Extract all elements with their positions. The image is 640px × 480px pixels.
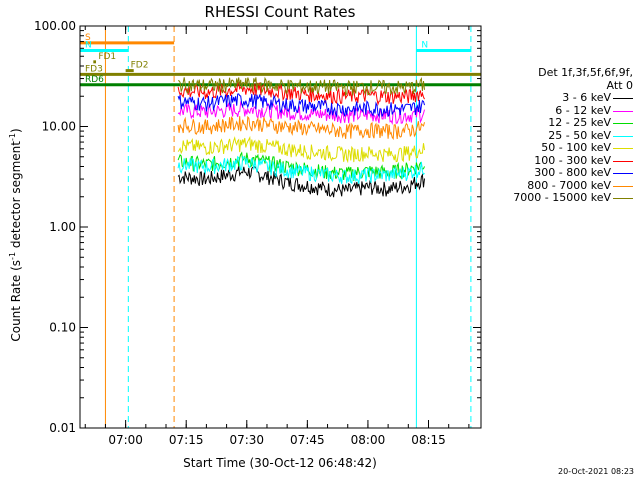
legend-rows: 3 - 6 keV 6 - 12 keV 12 - 25 keV 25 - 50 ke… bbox=[483, 91, 635, 205]
legend-item: 50 - 100 keV bbox=[483, 141, 635, 155]
legend-swatch bbox=[613, 185, 633, 187]
annotation-label: N bbox=[421, 41, 428, 51]
legend-swatch bbox=[613, 148, 633, 149]
y-tick-label: 1.00 bbox=[49, 220, 76, 234]
legend-item-label: 100 - 300 keV bbox=[534, 153, 611, 167]
chart-title: RHESSI Count Rates bbox=[205, 3, 356, 21]
legend-item: 25 - 50 keV bbox=[483, 128, 635, 143]
annotation-label: FD1 bbox=[98, 52, 116, 62]
y-tick-label: 0.10 bbox=[49, 321, 76, 335]
legend-swatch bbox=[613, 160, 633, 162]
y-tick-label: 0.01 bbox=[49, 421, 76, 435]
x-tick-label: 07:00 bbox=[108, 433, 143, 447]
legend-swatch bbox=[613, 123, 633, 124]
legend-item-label: 50 - 100 keV bbox=[541, 141, 611, 154]
series-line bbox=[177, 165, 425, 198]
y-tick-label: 10.00 bbox=[42, 120, 76, 134]
legend-item-label: 6 - 12 keV bbox=[555, 103, 611, 117]
axes: 0.01 0.10 1.00 10.00 100.00 07:00 07:15 07:30 07… bbox=[34, 19, 481, 447]
y-axis-label-part: Count Rate (s bbox=[9, 260, 23, 342]
y-axis-label-part: detector segment bbox=[9, 141, 23, 252]
annotation-label: FD3 bbox=[85, 64, 103, 74]
legend: Det 1f,3f,5f,6f,9f, Att 0 3 - 6 keV 6 - 1… bbox=[483, 66, 635, 205]
series-line bbox=[178, 76, 425, 97]
legend-item: 7000 - 15000 keV bbox=[483, 191, 635, 205]
legend-item-label: 3 - 6 keV bbox=[562, 91, 611, 104]
legend-item: 3 - 6 keV bbox=[483, 91, 635, 105]
legend-swatch bbox=[613, 135, 633, 137]
x-tick-label: 07:45 bbox=[290, 433, 325, 447]
y-axis-label: Count Rate (s-1 detector segment-1) bbox=[8, 128, 23, 341]
x-axis-label: Start Time (30-Oct-12 06:48:42) bbox=[183, 456, 377, 470]
legend-header-line: Att 0 bbox=[606, 79, 633, 92]
series-line bbox=[177, 115, 425, 141]
legend-item: 300 - 800 keV bbox=[483, 166, 635, 180]
legend-item-label: 25 - 50 keV bbox=[548, 128, 611, 142]
annotation-label: S bbox=[85, 33, 91, 43]
y-tick-label: 100.00 bbox=[34, 19, 76, 33]
legend-swatch bbox=[613, 98, 633, 99]
footer-timestamp: 20-Oct-2021 08:23 bbox=[558, 467, 634, 476]
legend-swatch bbox=[613, 110, 633, 112]
legend-item-label: 12 - 25 keV bbox=[548, 116, 611, 129]
y-axis-label-part: ) bbox=[9, 128, 23, 133]
series-line bbox=[177, 93, 425, 119]
series-line bbox=[177, 100, 425, 126]
legend-item: 6 - 12 keV bbox=[483, 103, 635, 118]
x-tick-label: 08:15 bbox=[411, 433, 446, 447]
legend-item: 100 - 300 keV bbox=[483, 153, 635, 168]
x-tick-label: 07:15 bbox=[169, 433, 204, 447]
legend-swatch bbox=[613, 173, 633, 174]
series-line bbox=[177, 135, 425, 164]
legend-swatch bbox=[613, 198, 633, 199]
x-tick-label: 08:00 bbox=[351, 433, 386, 447]
annotation-label: N bbox=[85, 41, 92, 51]
y-axis-label-exponent: -1 bbox=[8, 252, 17, 260]
x-tick-label: 07:30 bbox=[229, 433, 264, 447]
plot-frame bbox=[79, 25, 482, 429]
series-line bbox=[177, 155, 425, 185]
legend-item-label: 800 - 7000 keV bbox=[527, 178, 611, 192]
annotation-label: FD2 bbox=[131, 61, 149, 71]
legend-item: 800 - 7000 keV bbox=[483, 178, 635, 193]
legend-item: 12 - 25 keV bbox=[483, 116, 635, 130]
legend-item-label: 7000 - 15000 keV bbox=[513, 191, 611, 204]
legend-header-line: Det 1f,3f,5f,6f,9f, bbox=[538, 66, 633, 79]
y-axis-label-exponent: -1 bbox=[8, 133, 17, 141]
legend-item-label: 300 - 800 keV bbox=[534, 166, 611, 179]
annotation-label: RD6 bbox=[85, 75, 104, 85]
